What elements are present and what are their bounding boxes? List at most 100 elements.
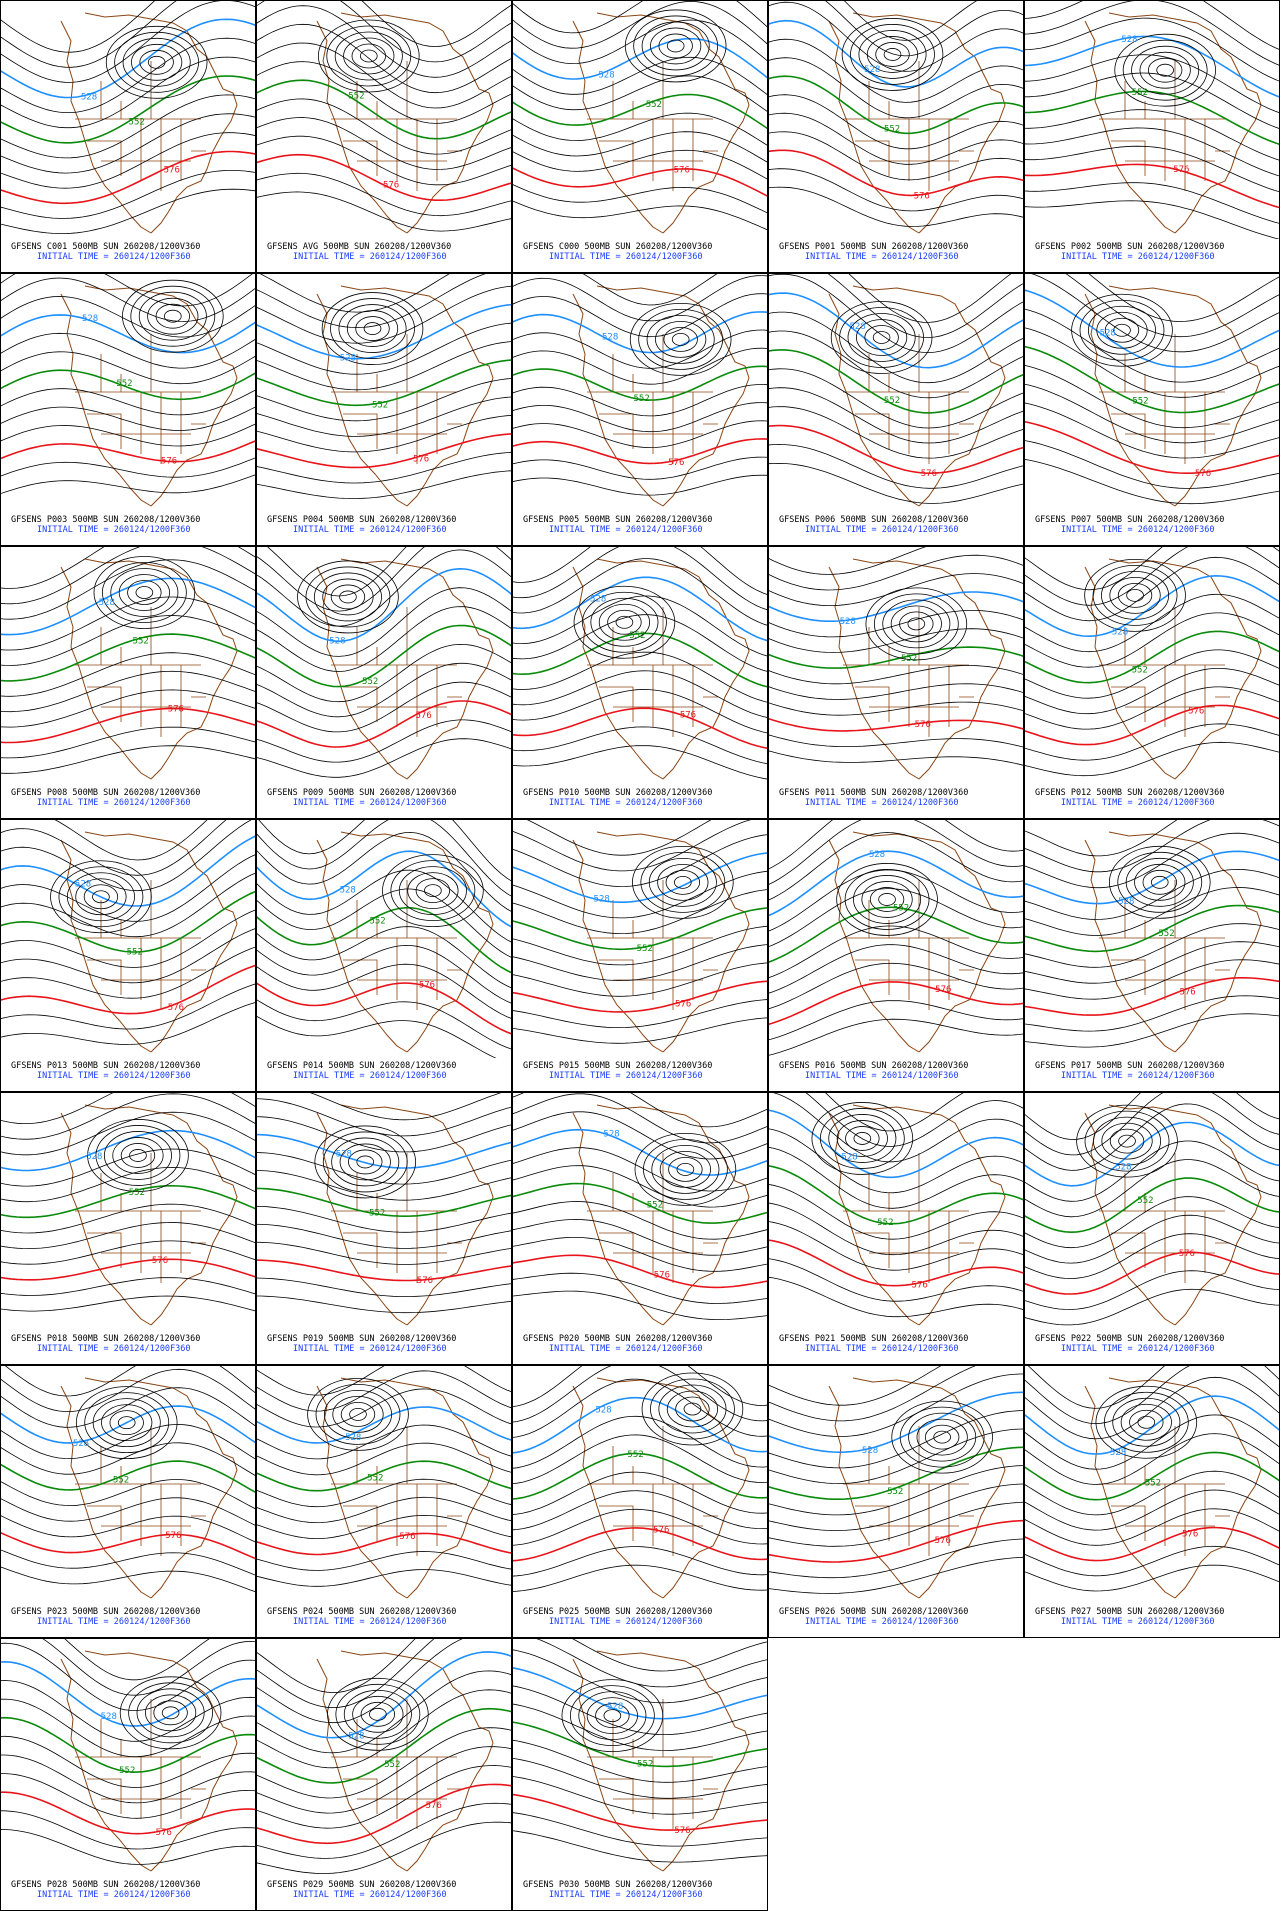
contour [513,1165,767,1208]
panel-title: GFSENS P009 500MB SUN 260208/1200V360 [267,788,457,798]
contour-low [363,322,382,335]
contour-576 [513,1793,767,1831]
contour-576 [257,982,511,1035]
contour-576 [257,1532,511,1556]
panel-title: GFSENS P024 500MB SUN 260208/1200V360 [267,1607,457,1617]
panel-initial-time: INITIAL TIME = 260124/1200F360 [37,252,191,262]
contour [1,170,255,219]
panel-initial-time: INITIAL TIME = 260124/1200F360 [37,798,191,808]
contour-low [615,615,634,629]
contour-low [830,301,933,374]
contour-low [665,869,701,895]
contour [1025,440,1279,489]
contour-low [101,562,187,623]
map-panel: 528 552 576 GFSENS P026 500MB SUN 260208/12… [768,1365,1024,1638]
contour-low [110,568,179,617]
contour-low [659,1151,711,1188]
contour-552 [1,75,255,144]
contour [361,1,511,48]
contour [1,909,255,968]
contour-low [1093,1116,1162,1166]
contour [769,683,1023,700]
panel-initial-time: INITIAL TIME = 260124/1200F360 [549,1890,703,1900]
contour [257,1098,511,1137]
contour-low [638,309,724,370]
state-borders [331,61,462,191]
contour-low [120,1143,156,1168]
map-plot: 528 552 576 [1025,820,1279,1053]
map-panel: 528 552 576 GFSENS P012 500MB SUN 260208/12… [1024,546,1280,819]
contour [1025,1233,1279,1280]
contour-576 [769,981,1023,1026]
contour-low [127,580,162,605]
map-plot: 528 552 576 [257,1093,511,1326]
panel-initial-time: INITIAL TIME = 260124/1200F360 [37,1071,191,1081]
contour-low [340,1402,376,1427]
contour-576 [257,153,511,201]
contour-low [1084,558,1186,632]
map-plot: 528 552 576 [769,1,1023,234]
contour [769,1128,1023,1194]
contour-552 [257,624,511,688]
contour-label: 576 [1188,706,1204,716]
contour-low [633,15,719,77]
contour [769,628,1023,653]
contour-label: 552 [633,394,649,404]
contour [1,547,255,589]
contour-label: 528 [864,65,880,75]
contour-label: 552 [1145,1479,1161,1489]
contour [257,1802,511,1859]
contour-low [305,566,391,628]
contour-low [147,297,199,335]
map-plot: 528 552 576 [257,1639,511,1874]
contour-low [339,590,357,604]
contour-low [50,860,152,934]
contour [1,820,252,892]
contour [257,1670,511,1754]
contour-576 [769,149,1023,197]
contour-528 [257,1133,511,1169]
contour-label: 576 [383,181,399,191]
contour [1025,547,1279,591]
contour [769,820,1023,885]
contour-label: 552 [637,944,653,954]
contour [769,547,1023,575]
contour [769,944,1023,994]
coastline [60,1650,238,1872]
contour [769,1018,1023,1056]
contour-low [164,309,182,323]
contour-low [415,878,451,903]
coastline [60,558,238,780]
coastline [316,831,494,1053]
contour-low [861,881,913,918]
contour-low [1109,576,1161,614]
contour-label: 576 [912,1280,928,1290]
contour-label: 528 [850,322,866,332]
contour-552 [1025,90,1279,146]
contour [257,643,511,703]
contour [1,745,255,774]
contour-label: 576 [914,191,930,201]
contour-552 [257,907,511,974]
contour [1,854,255,922]
contour-576 [1,964,255,1015]
contour [1025,54,1279,113]
contour-low [343,1689,412,1739]
contour-label: 576 [1195,469,1211,479]
contour-low [590,597,659,647]
coastline [316,1104,494,1326]
contour-label: 576 [654,1271,670,1281]
contour [513,402,767,433]
contour [1,820,227,876]
contour-label: 576 [426,1801,442,1811]
panel-title: GFSENS P011 500MB SUN 260208/1200V360 [779,788,969,798]
contour-label: 552 [637,1760,653,1770]
panel-title: GFSENS P026 500MB SUN 260208/1200V360 [779,1607,969,1617]
panel-initial-time: INITIAL TIME = 260124/1200F360 [293,1617,447,1627]
contour-low [322,578,374,616]
map-panel: 528 552 576 GFSENS C001 500MB SUN 260208/12… [0,0,256,273]
contour [257,820,511,897]
contour-low [118,574,170,611]
contour-low [84,1392,170,1454]
panel-title: GFSENS P028 500MB SUN 260208/1200V360 [11,1880,201,1890]
